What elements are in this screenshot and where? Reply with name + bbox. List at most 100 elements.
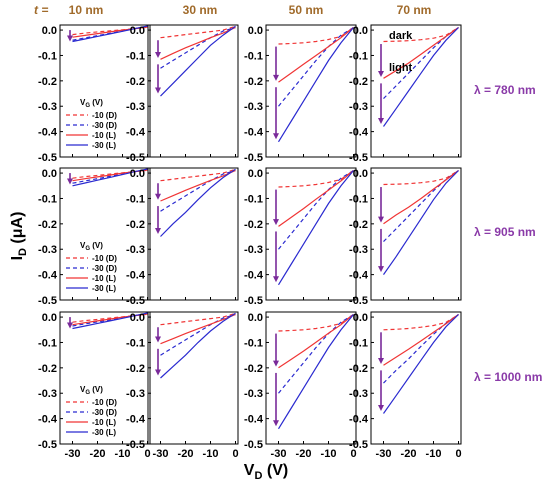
series-line--10-d- bbox=[160, 168, 236, 182]
series-line--30-d- bbox=[160, 26, 236, 69]
legend-label: -30 (D) bbox=[92, 121, 117, 130]
panel-r2-c1: 0.0 -0.1 -0.2 -0.3 -0.4 -0.5 -30 -20 -10 0 bbox=[126, 311, 239, 460]
y-tick-label: 0.0 bbox=[353, 168, 368, 180]
x-tick-label: -20 bbox=[296, 448, 312, 460]
row-label-780: λ = 780 nm bbox=[474, 83, 536, 97]
series-line--10-l- bbox=[160, 313, 236, 345]
y-tick-label: -0.1 bbox=[126, 193, 145, 205]
y-tick-label: -0.1 bbox=[349, 50, 368, 62]
y-tick-label: -0.5 bbox=[244, 152, 263, 164]
y-tick-label: 0.0 bbox=[248, 25, 263, 37]
series-line--30-l- bbox=[383, 314, 459, 414]
series-line--30-d- bbox=[278, 169, 354, 250]
arrow-head bbox=[378, 266, 384, 273]
y-tick-label: -0.4 bbox=[244, 414, 264, 426]
panel-r0-c1: 0.0 -0.1 -0.2 -0.3 -0.4 -0.5 bbox=[126, 24, 239, 164]
y-tick-label: -0.3 bbox=[126, 101, 145, 113]
series-line--10-l- bbox=[278, 314, 354, 369]
panel-r0-c0: 0.0-0.1-0.2-0.3-0.4-0.5VG (V)-10 (D)-30 … bbox=[38, 24, 151, 164]
series-line--30-l- bbox=[277, 314, 354, 430]
y-tick-label: 0.0 bbox=[353, 25, 368, 37]
series-line--30-l- bbox=[160, 168, 236, 237]
arrow-head bbox=[378, 216, 384, 223]
series-line--30-l- bbox=[160, 312, 236, 379]
series-line--30-l- bbox=[277, 170, 354, 286]
series-line--30-d- bbox=[160, 169, 236, 212]
panel-r2-c2: 0.0 -0.1 -0.2 -0.3 -0.4 -0.5 -30 -20 -10 0 bbox=[244, 311, 357, 460]
y-tick-label: 0.0 bbox=[42, 312, 57, 324]
y-tick-label: -0.1 bbox=[38, 50, 57, 62]
panel-r1-c0: 0.0-0.1-0.2-0.3-0.4-0.5VG (V)-10 (D)-30 … bbox=[38, 167, 151, 307]
column-header-50nm: 50 nm bbox=[289, 3, 324, 17]
y-tick-label: -0.5 bbox=[349, 295, 368, 307]
arrow-head bbox=[273, 420, 279, 427]
arrow-head bbox=[155, 193, 161, 200]
y-tick-label: 0.0 bbox=[248, 168, 263, 180]
y-tick-label: -0.3 bbox=[244, 101, 263, 113]
arrow-head bbox=[378, 405, 384, 411]
series-line--10-l- bbox=[160, 169, 236, 202]
legend-label: -10 (L) bbox=[92, 131, 116, 140]
y-axis-label: ID (μA) bbox=[9, 212, 29, 261]
arrow-head bbox=[155, 87, 161, 94]
x-tick-label: -10 bbox=[115, 448, 131, 460]
series-line--10-d- bbox=[383, 313, 459, 331]
y-tick-label: -0.2 bbox=[38, 219, 57, 231]
y-tick-label: -0.3 bbox=[244, 244, 263, 256]
series-line--30-d- bbox=[383, 27, 459, 100]
series-line--10-l- bbox=[383, 314, 459, 366]
arrow-head bbox=[155, 52, 161, 58]
legend-title: VG (V) bbox=[80, 385, 103, 396]
panel-frame bbox=[147, 24, 239, 158]
panel-r1-c1: 0.0 -0.1 -0.2 -0.3 -0.4 -0.5 bbox=[126, 167, 239, 307]
arrow-head bbox=[273, 133, 279, 140]
annotation-dark: dark bbox=[389, 30, 413, 42]
arrow-head bbox=[378, 118, 384, 124]
panel-frame bbox=[265, 167, 357, 301]
arrow-head bbox=[67, 178, 73, 185]
x-tick-label: -20 bbox=[178, 448, 194, 460]
series-line--10-d- bbox=[278, 27, 354, 45]
y-tick-label: -0.2 bbox=[244, 363, 263, 375]
legend-label: -10 (D) bbox=[92, 254, 117, 263]
y-tick-label: -0.4 bbox=[38, 414, 58, 426]
y-tick-label: -0.3 bbox=[126, 388, 145, 400]
x-tick-label: -20 bbox=[401, 448, 417, 460]
panel-r0-c3: 0.0 -0.1 -0.2 -0.3 -0.4 -0.5 dark light bbox=[349, 24, 462, 164]
y-tick-label: -0.4 bbox=[349, 414, 369, 426]
y-tick-label: -0.5 bbox=[349, 152, 368, 164]
y-tick-label: -0.5 bbox=[126, 295, 145, 307]
y-tick-label: -0.4 bbox=[38, 127, 58, 139]
legend-label: -10 (L) bbox=[92, 418, 116, 427]
y-tick-label: -0.5 bbox=[349, 439, 368, 451]
series-line--10-d- bbox=[160, 312, 236, 326]
y-tick-label: 0.0 bbox=[248, 312, 263, 324]
y-tick-label: -0.1 bbox=[244, 193, 263, 205]
y-tick-label: -0.2 bbox=[38, 363, 57, 375]
series-line--30-l- bbox=[383, 170, 459, 275]
t-prefix: t = bbox=[34, 3, 48, 17]
y-tick-label: -0.2 bbox=[349, 76, 368, 88]
y-tick-label: -0.4 bbox=[349, 127, 369, 139]
panel-r1-c2: 0.0 -0.1 -0.2 -0.3 -0.4 -0.5 bbox=[244, 167, 357, 307]
series-line--10-l- bbox=[160, 26, 236, 60]
y-tick-label: -0.4 bbox=[349, 270, 369, 282]
legend-title: VG (V) bbox=[80, 241, 103, 252]
y-tick-label: -0.1 bbox=[349, 337, 368, 349]
panel-frame bbox=[265, 311, 357, 445]
y-tick-label: -0.5 bbox=[244, 295, 263, 307]
x-tick-label: -30 bbox=[271, 448, 287, 460]
panel-frame bbox=[59, 311, 151, 445]
y-tick-label: -0.2 bbox=[38, 76, 57, 88]
y-tick-label: -0.3 bbox=[38, 244, 57, 256]
y-tick-label: -0.4 bbox=[126, 127, 146, 139]
legend-label: -30 (L) bbox=[92, 284, 116, 293]
series-line--10-l- bbox=[383, 170, 459, 225]
y-tick-label: -0.1 bbox=[126, 50, 145, 62]
y-tick-label: -0.1 bbox=[38, 193, 57, 205]
y-tick-label: -0.3 bbox=[244, 388, 263, 400]
y-tick-label: 0.0 bbox=[42, 168, 57, 180]
panel-r2-c0: 0.0 -0.1 -0.2 -0.3 -0.4 -0.5 -30 -20 -10 0 VG (V) -… bbox=[38, 311, 151, 460]
legend-label: -30 (D) bbox=[92, 264, 117, 273]
